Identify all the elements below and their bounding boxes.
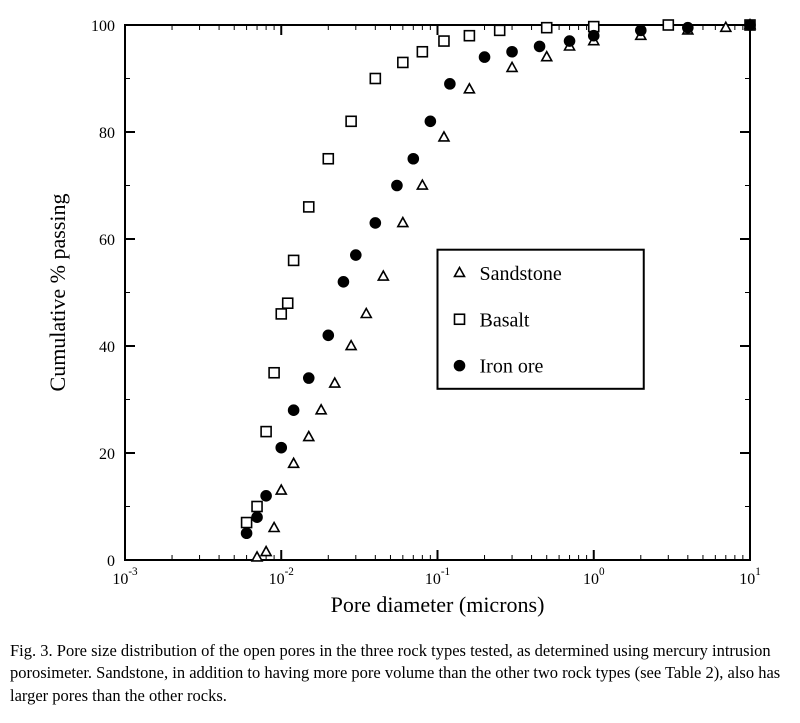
svg-text:60: 60 xyxy=(99,232,115,249)
svg-text:10-1: 10-1 xyxy=(425,566,450,588)
svg-text:0: 0 xyxy=(107,553,115,570)
chart-container: 0 20 40 60 80 100 10-3 10-2 10-1 100 101 Cumulative… xyxy=(30,10,770,630)
svg-text:40: 40 xyxy=(99,339,115,356)
svg-text:80: 80 xyxy=(99,125,115,142)
svg-text:Pore diameter (microns): Pore diameter (microns) xyxy=(331,592,545,617)
svg-text:10-3: 10-3 xyxy=(112,566,138,588)
pore-size-chart: 0 20 40 60 80 100 10-3 10-2 10-1 100 101 Cumulative… xyxy=(30,10,770,630)
svg-text:101: 101 xyxy=(739,566,761,588)
svg-text:Basalt: Basalt xyxy=(480,309,530,331)
svg-text:20: 20 xyxy=(99,446,115,463)
caption-prefix: Fig. 3. xyxy=(10,641,53,660)
svg-text:Cumulative % passing: Cumulative % passing xyxy=(45,194,70,392)
svg-text:Iron ore: Iron ore xyxy=(480,356,544,378)
svg-text:100: 100 xyxy=(91,18,115,35)
svg-text:100: 100 xyxy=(583,566,605,588)
caption-text: Pore size distribution of the open pores… xyxy=(10,641,780,705)
svg-text:Sandstone: Sandstone xyxy=(480,263,562,285)
svg-text:10-2: 10-2 xyxy=(269,566,294,588)
page: 0 20 40 60 80 100 10-3 10-2 10-1 100 101 Cumulative… xyxy=(0,0,800,723)
figure-caption: Fig. 3. Pore size distribution of the op… xyxy=(10,640,790,707)
